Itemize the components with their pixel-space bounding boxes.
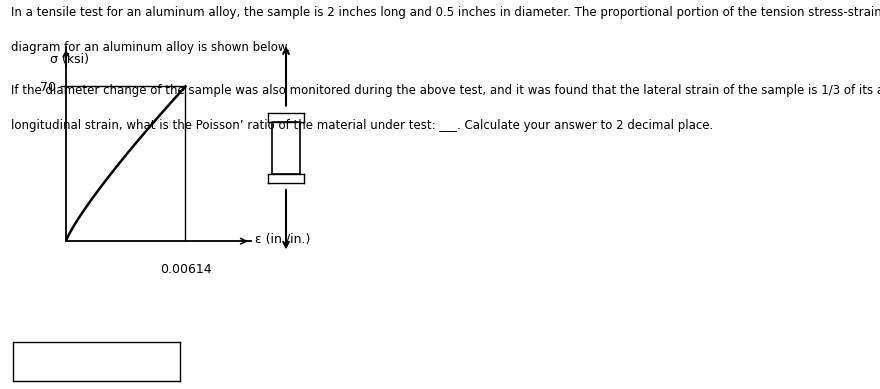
Text: If the diameter change of the sample was also monitored during the above test, a: If the diameter change of the sample was… bbox=[11, 84, 880, 96]
Text: ε (in./in.): ε (in./in.) bbox=[255, 232, 311, 245]
Text: diagram for an aluminum alloy is shown below.: diagram for an aluminum alloy is shown b… bbox=[11, 41, 290, 54]
Text: In a tensile test for an aluminum alloy, the sample is 2 inches long and 0.5 inc: In a tensile test for an aluminum alloy,… bbox=[11, 6, 880, 19]
Text: σ (ksi): σ (ksi) bbox=[50, 53, 90, 65]
Text: longitudinal strain, what is the Poisson’ ratio of the material under test: ___.: longitudinal strain, what is the Poisson… bbox=[11, 119, 713, 131]
Text: 0.00614: 0.00614 bbox=[159, 263, 211, 276]
